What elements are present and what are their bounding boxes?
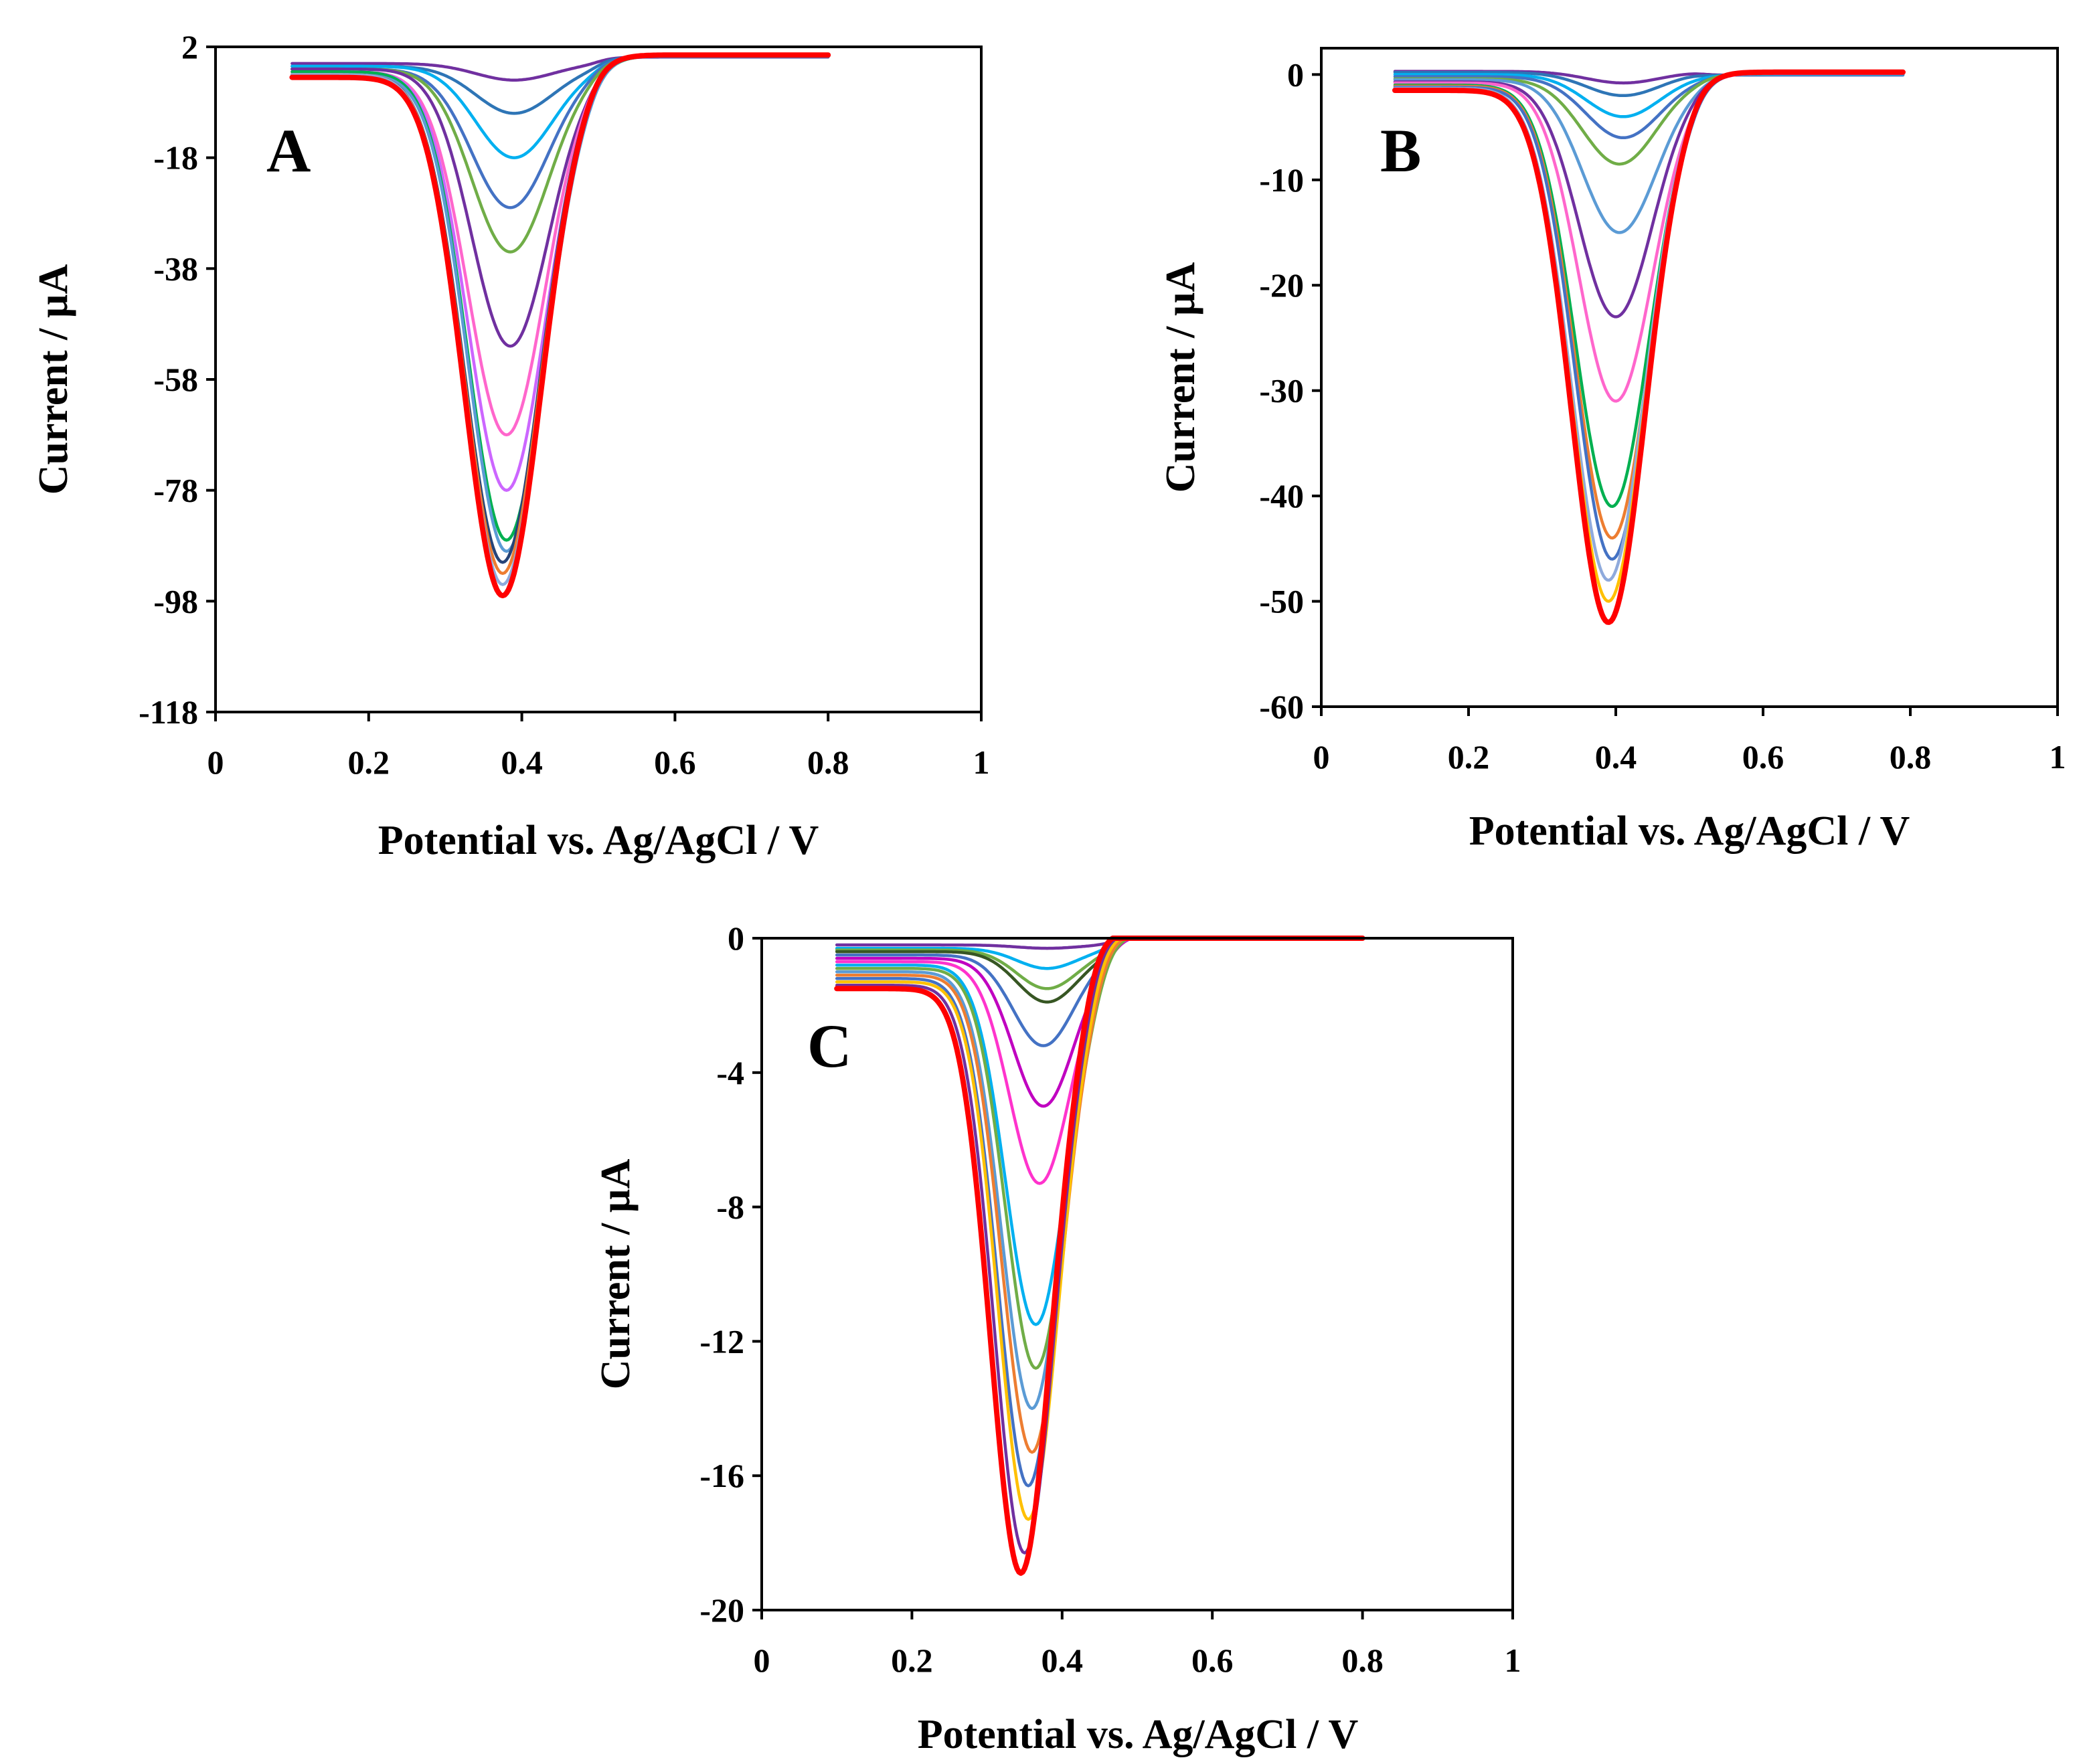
x-tick-label: 0.4 [501,743,543,781]
panel-b-series-14 [1392,69,1906,625]
panel-b-plot-frame [1320,47,2059,708]
panel-b-y-ticks: 0 -10 -20 -30 -40 -50 -60 [1259,56,1321,725]
y-tick-label: -118 [139,693,198,731]
x-tick-label: 0.2 [348,743,390,781]
y-tick-label: -38 [153,250,198,287]
panel-b-label: B [1380,116,1421,185]
y-tick-label: -98 [153,582,198,620]
y-tick-label: 0 [1287,56,1304,93]
y-tick-label: -18 [153,139,198,177]
panel-b-series-6 [1393,72,1905,234]
panel-c-series-15 [834,936,1365,1576]
panel-c: 0 0.2 0.4 0.6 0.8 1 0 -4 -8 -12 -16 -20 C Potentia… [593,919,1521,1757]
panel-a-y-ticks: 2 -18 -38 -58 -78 -98 -118 [139,28,216,731]
y-tick-label: -78 [153,472,198,509]
y-tick-label: -16 [699,1457,744,1494]
y-tick-label: -12 [699,1322,744,1360]
x-tick-label: 0 [754,1642,770,1679]
panel-c-label: C [807,1012,851,1080]
x-tick-label: 0.6 [1742,738,1784,776]
x-tick-label: 0.2 [1448,738,1490,776]
y-tick-label: -30 [1259,372,1304,410]
panel-c-series-12 [835,936,1364,1488]
x-tick-label: 0 [1313,738,1330,776]
panel-c-y-axis-title: Current / µA [593,1159,639,1390]
x-tick-label: 0 [207,743,224,781]
panel-c-x-ticks: 0 0.2 0.4 0.6 0.8 1 [754,1610,1521,1679]
y-tick-label: -8 [716,1188,744,1226]
x-tick-label: 0.8 [1890,738,1932,776]
panel-b-series-11 [1393,71,1905,561]
x-tick-label: 1 [1505,1642,1521,1679]
panel-a-series-14 [289,52,831,598]
panel-b: 0 0.2 0.4 0.6 0.8 1 0 -10 -20 -30 -40 -50 -60 B Pot… [1158,47,2066,854]
x-tick-label: 0.8 [807,743,849,781]
panel-a-x-ticks: 0 0.2 0.4 0.6 0.8 1 [207,712,990,781]
panel-c-series-13 [835,936,1364,1521]
panel-a: 0 0.2 0.4 0.6 0.8 1 2 -18 -38 -58 -78 -98 -118 A Po… [31,28,990,863]
panel-b-curves [1392,69,1906,625]
panel-c-curves [834,936,1365,1576]
panel-b-series-7 [1393,72,1905,319]
panel-b-series-12 [1393,71,1905,582]
x-tick-label: 0.8 [1341,1642,1384,1679]
panel-c-series-10 [835,936,1364,1411]
panel-c-y-ticks: 0 -4 -8 -12 -16 -20 [699,919,762,1629]
x-tick-label: 0.4 [1042,1642,1084,1679]
x-tick-label: 0.6 [654,743,696,781]
y-tick-label: -58 [153,361,198,398]
y-tick-label: -20 [699,1591,744,1629]
panel-c-series-14 [835,936,1364,1555]
panel-a-series-12 [290,54,830,576]
x-tick-label: 1 [973,743,990,781]
panel-a-y-axis-title: Current / µA [31,264,76,495]
y-tick-label: -40 [1259,477,1304,515]
panel-a-curves [289,52,831,598]
x-tick-label: 0.2 [891,1642,933,1679]
panel-c-series-11 [835,936,1364,1454]
y-tick-label: -60 [1259,688,1304,725]
panel-c-x-axis-title: Potential vs. Ag/AgCl / V [918,1712,1359,1757]
y-tick-label: 0 [728,919,744,957]
y-tick-label: -20 [1259,266,1304,304]
panel-c-plot-frame [760,937,1514,1611]
y-tick-label: -4 [716,1054,744,1091]
panel-b-y-axis-title: Current / µA [1158,262,1203,493]
y-tick-label: -50 [1259,583,1304,620]
x-tick-label: 0.6 [1191,1642,1234,1679]
x-tick-label: 0.4 [1595,738,1637,776]
panel-c-series-9 [835,936,1364,1370]
panel-a-series-8 [290,54,830,492]
panel-a-label: A [266,116,311,185]
panel-a-series-13 [290,54,830,586]
x-tick-label: 1 [2050,738,2066,776]
y-tick-label: 2 [181,28,198,66]
panel-a-plot-frame [214,46,983,713]
panel-b-x-axis-title: Potential vs. Ag/AgCl / V [1469,808,1910,854]
panel-a-x-axis-title: Potential vs. Ag/AgCl / V [378,818,819,863]
y-tick-label: -10 [1259,161,1304,199]
panel-b-x-ticks: 0 0.2 0.4 0.6 0.8 1 [1313,707,2066,776]
